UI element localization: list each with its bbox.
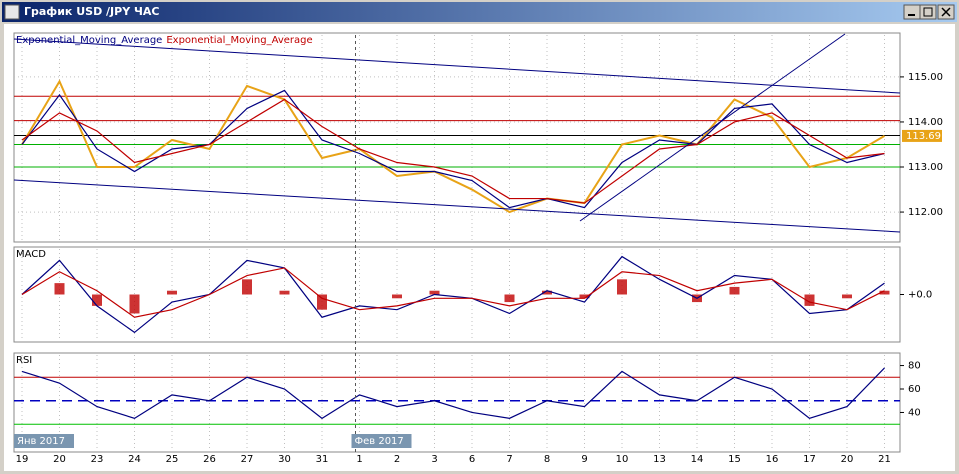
x-tick-label: 19	[16, 454, 29, 465]
trend-lines	[13, 33, 901, 233]
y-tick-label: 80	[908, 361, 921, 372]
histogram-bar	[167, 290, 177, 295]
histogram-bar	[804, 294, 815, 306]
x-tick-label: 17	[803, 454, 816, 465]
histogram-bar	[54, 283, 65, 295]
histogram-bar	[729, 286, 740, 295]
series-line	[21, 267, 885, 318]
title-bar	[2, 2, 957, 22]
histogram-bar	[842, 294, 852, 299]
x-tick-label: 27	[241, 454, 254, 465]
y-tick-label: 40	[908, 407, 921, 418]
x-tick-label: 24	[128, 454, 141, 465]
y-tick-label: 115.00	[908, 72, 943, 83]
period-label-bg	[14, 434, 74, 448]
histogram-bar	[579, 294, 590, 299]
histogram-bar	[92, 294, 102, 306]
series-line	[21, 98, 885, 204]
y-tick-label: 114.00	[908, 117, 943, 128]
x-tick-label: 21	[878, 454, 891, 465]
x-tick-label: 13	[653, 454, 666, 465]
histogram-bar	[504, 294, 515, 303]
close-icon	[941, 7, 951, 17]
histogram-bar	[879, 290, 890, 295]
panel-title: MACD	[16, 249, 46, 260]
series-line	[21, 79, 886, 214]
maximize-button[interactable]	[919, 4, 937, 20]
histogram-bar	[392, 294, 402, 299]
x-tick-label: 20	[53, 454, 66, 465]
panel-frame	[13, 352, 901, 453]
trend-line	[13, 38, 901, 94]
x-tick-label: 16	[766, 454, 779, 465]
x-tick-label: 31	[316, 454, 329, 465]
legend-entry: Exponential_Moving_Average	[166, 35, 312, 46]
x-tick-label: 10	[616, 454, 629, 465]
histogram-bar	[129, 294, 140, 314]
minimize-button[interactable]	[903, 4, 921, 20]
series-line	[21, 255, 885, 334]
current-price-label: 113.69	[906, 131, 941, 142]
x-tick-label: 20	[841, 454, 854, 465]
y-tick-label: +0.0	[908, 290, 932, 301]
x-tick-label: 7	[506, 454, 512, 465]
y-tick-label: 112.00	[908, 207, 943, 218]
window-title: График USD /JPY ЧАС	[24, 5, 159, 18]
legend-entry: Exponential_Moving_Average	[16, 35, 162, 46]
x-tick-label: 14	[691, 454, 704, 465]
panel-title: RSI	[16, 355, 32, 366]
period-label-bg	[351, 434, 412, 448]
y-tick-label: 113.00	[908, 162, 943, 173]
histogram-bar	[429, 290, 440, 295]
panel-frame	[13, 32, 901, 243]
maximize-icon	[923, 7, 933, 17]
trend-line	[13, 179, 901, 233]
x-tick-label: 1	[356, 454, 362, 465]
histogram-bar	[317, 294, 327, 310]
x-tick-label: 3	[431, 454, 437, 465]
histogram-bar	[617, 279, 627, 295]
series-line	[21, 367, 885, 420]
x-tick-label: 2	[394, 454, 400, 465]
x-tick-label: 23	[91, 454, 104, 465]
window-icon	[4, 4, 20, 20]
trend-line	[579, 33, 846, 222]
histogram-bar	[542, 290, 552, 295]
x-tick-label: 30	[278, 454, 291, 465]
x-tick-label: 9	[581, 454, 587, 465]
period-label: Янв 2017	[17, 436, 65, 447]
x-tick-label: 26	[203, 454, 216, 465]
histogram-bar	[279, 290, 290, 295]
x-tick-label: 25	[166, 454, 179, 465]
price-label-bg	[902, 129, 942, 142]
y-tick-label: 60	[908, 384, 921, 395]
x-tick-label: 15	[728, 454, 741, 465]
period-label: Фев 2017	[355, 436, 404, 447]
x-tick-label: 6	[469, 454, 475, 465]
x-tick-label: 8	[544, 454, 550, 465]
histogram-bar	[242, 279, 252, 295]
